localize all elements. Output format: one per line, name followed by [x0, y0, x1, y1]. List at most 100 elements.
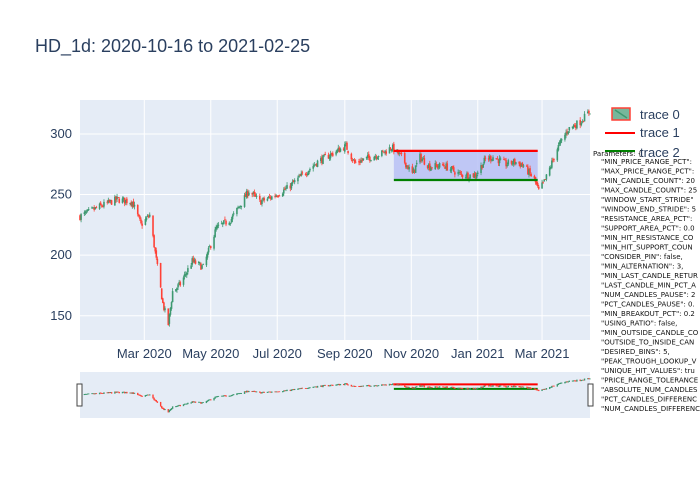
- candle-body: [557, 145, 560, 151]
- candle-body: [133, 204, 136, 207]
- mini-candle: [482, 386, 484, 388]
- legend-item-trace-1[interactable]: trace 1: [605, 125, 680, 140]
- mini-candle: [131, 392, 134, 394]
- mini-candle: [542, 389, 544, 390]
- legend-item-trace-0[interactable]: trace 0: [611, 107, 680, 122]
- mini-candle: [261, 392, 263, 394]
- parameters-annotation: Parameters: { "MIN_PRICE_RANGE_PCT": "MAX…: [593, 150, 700, 413]
- mini-candle: [461, 388, 464, 390]
- mini-candle: [149, 394, 151, 396]
- mini-candle: [582, 379, 585, 381]
- mini-candle: [435, 386, 438, 388]
- parameter-line: "NUM_CANDLES_DIFFERENC: [601, 405, 700, 413]
- candle-body: [514, 159, 516, 164]
- candle-body: [289, 185, 292, 189]
- candle-body: [315, 163, 318, 167]
- range-slider-right-handle[interactable]: [587, 383, 594, 407]
- candle-body: [567, 131, 570, 134]
- candle-body: [354, 161, 357, 163]
- candle-body: [588, 110, 590, 114]
- mini-candle: [208, 399, 211, 401]
- candle-body: [533, 175, 536, 179]
- mini-candle: [201, 402, 203, 404]
- candle-body: [460, 173, 463, 175]
- candle-body: [362, 158, 365, 161]
- range-slider-background[interactable]: [80, 372, 590, 418]
- mini-candle: [359, 385, 361, 388]
- candle-body: [515, 162, 517, 164]
- mini-candle: [414, 386, 417, 389]
- mini-candle: [190, 402, 192, 404]
- candle-body: [205, 256, 208, 266]
- mini-candle: [515, 386, 517, 388]
- mini-candle: [575, 380, 577, 382]
- candle-body: [496, 158, 499, 160]
- candle-body: [179, 282, 182, 286]
- mini-candle: [487, 385, 490, 387]
- candle-body: [267, 196, 270, 198]
- mini-candle: [497, 385, 500, 388]
- mini-candle: [139, 394, 141, 396]
- mini-candle: [102, 393, 104, 394]
- candle-body: [164, 308, 166, 311]
- candle-body: [123, 197, 126, 204]
- mini-candle: [322, 385, 324, 388]
- candle-body: [382, 151, 384, 152]
- candle-body: [103, 201, 105, 207]
- mini-candle: [171, 406, 174, 409]
- mini-candle: [579, 379, 581, 382]
- candle-body: [160, 288, 163, 300]
- candle-body: [95, 207, 98, 208]
- parameter-line: "MAX_CANDLE_COUNT": 25: [601, 187, 697, 195]
- candle-body: [321, 157, 323, 163]
- mini-candle: [301, 387, 304, 389]
- legend-label: trace 1: [640, 125, 680, 140]
- range-slider[interactable]: [76, 372, 594, 418]
- mini-candle: [550, 386, 552, 388]
- candle-body: [282, 189, 285, 194]
- mini-candle: [121, 391, 124, 394]
- mini-candle: [199, 401, 201, 403]
- mini-candle: [266, 391, 269, 393]
- candle-body: [291, 181, 294, 184]
- mini-candle: [101, 392, 103, 394]
- level-lines: [393, 149, 538, 182]
- mini-candle: [232, 394, 235, 396]
- x-tick-label: Jul 2020: [253, 346, 302, 361]
- mini-candle: [566, 381, 568, 383]
- mini-candle: [490, 385, 492, 387]
- mini-candle: [224, 395, 226, 396]
- candle-body: [498, 158, 501, 164]
- candle-body: [168, 313, 171, 324]
- candle-body: [232, 213, 235, 215]
- mini-candle: [308, 387, 310, 389]
- range-slider-left-handle[interactable]: [76, 383, 83, 407]
- candle-body: [377, 156, 380, 158]
- mini-candle: [468, 388, 470, 390]
- mini-candle: [300, 387, 302, 390]
- mini-candle: [457, 387, 459, 389]
- candle-body: [229, 222, 232, 224]
- candle-body: [385, 151, 388, 154]
- mini-candle: [351, 385, 354, 387]
- plot-area[interactable]: [80, 100, 590, 340]
- candle-body: [476, 172, 479, 175]
- legend-item-trace-2[interactable]: trace 2: [605, 145, 680, 160]
- mini-candle: [85, 393, 88, 395]
- parameter-line: "PCT_CANDLES_DIFFERENC: [601, 396, 697, 404]
- candle-body: [253, 191, 256, 195]
- mini-candle: [222, 395, 224, 397]
- candle-body: [482, 163, 485, 168]
- candle-body: [475, 175, 478, 179]
- legend-label: trace 2: [640, 145, 680, 160]
- mini-candle: [320, 385, 322, 387]
- candle-body: [300, 173, 303, 176]
- candle-body: [274, 196, 276, 197]
- mini-candle: [159, 401, 162, 407]
- candle-body: [375, 156, 378, 159]
- mini-candle: [293, 388, 296, 391]
- mini-candle: [314, 386, 317, 388]
- candle-body: [145, 217, 148, 220]
- candle-body: [240, 205, 243, 207]
- candle-body: [268, 196, 271, 198]
